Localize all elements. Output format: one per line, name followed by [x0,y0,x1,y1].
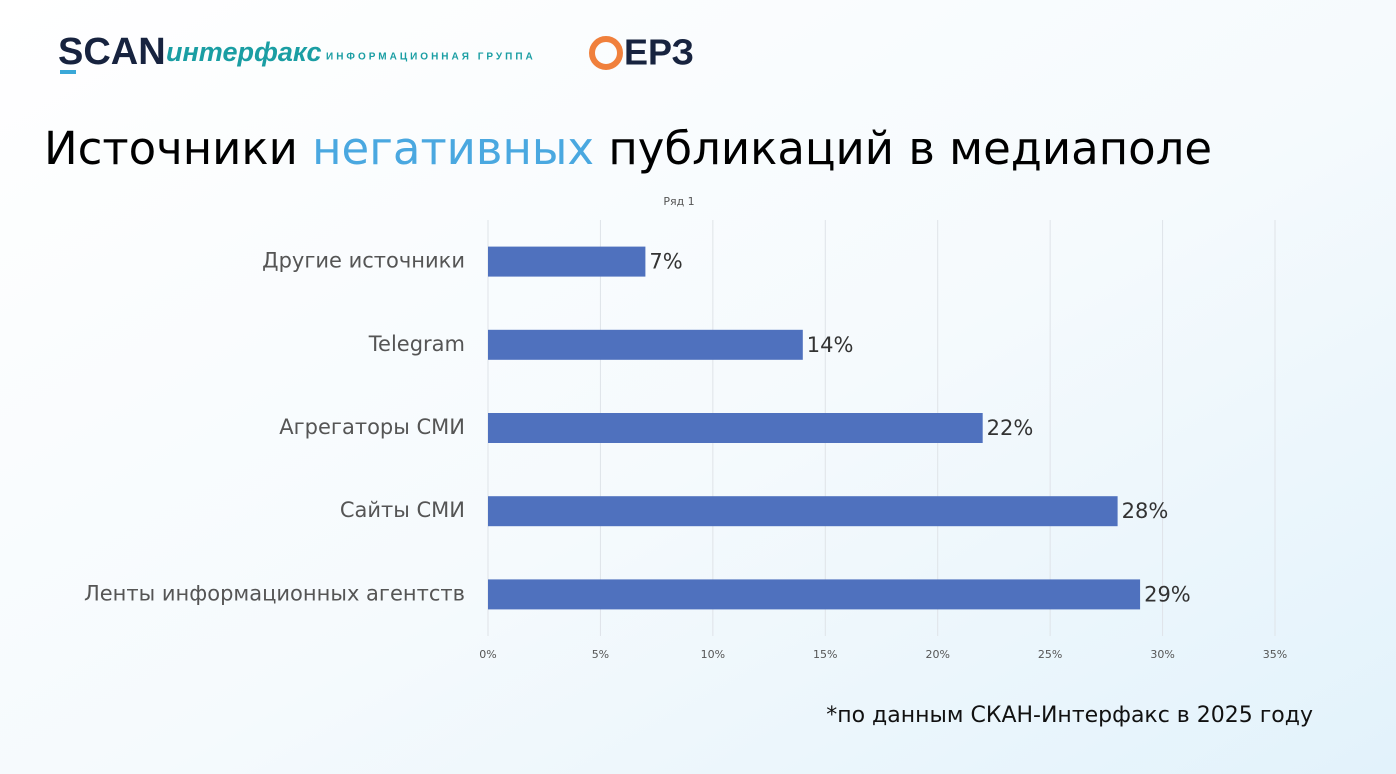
plot: 0% 5% 10% 15% 20% 25% 30% 35% Другие источники 7%… [84,220,1287,661]
title-highlight: негативных [312,122,594,175]
logo-icon [589,36,623,70]
logo-scan: SCAN [58,31,166,73]
logo-underline [60,70,76,74]
bar [488,579,1141,610]
y-tick-label: Сайты СМИ [340,498,465,522]
footnote: *по данным СКАН-Интерфакс в 2025 году [826,703,1313,728]
x-tick-label: 35% [1263,648,1287,661]
logo-group: ИНФОРМАЦИОННАЯ ГРУППА [326,52,536,63]
data-label: 7% [649,250,682,274]
bar [488,246,646,277]
data-label: 14% [807,333,854,357]
y-tick-label: Другие источники [262,249,465,273]
logo-interfax: интерфакс [166,37,322,67]
data-label: 29% [1144,582,1191,606]
x-tick-label: 30% [1150,648,1174,661]
x-tick-label: 25% [1038,648,1062,661]
x-tick-label: 0% [479,648,496,661]
bar [488,329,803,360]
logos: SCAN интерфакс ИНФОРМАЦИОННАЯ ГРУППА ЕРЗ [58,31,694,74]
data-label: 22% [987,416,1034,440]
title: Источники негативных публикаций в медиап… [44,122,1212,175]
data-label: 28% [1122,499,1169,523]
x-tick-label: 10% [701,648,725,661]
title-part: Источники [44,122,312,175]
legend-entry: Ряд 1 [663,195,694,208]
bar [488,413,983,443]
x-tick-label: 20% [925,648,949,661]
bar [488,496,1118,527]
y-tick-label: Telegram [368,332,465,356]
title-part: публикаций в медиаполе [594,122,1212,175]
y-tick-label: Ленты информационных агентств [84,581,465,605]
x-tick-label: 5% [592,648,609,661]
logo-erz: ЕРЗ [624,32,694,73]
x-tick-label: 15% [813,648,837,661]
y-tick-label: Агрегаторы СМИ [279,415,465,439]
